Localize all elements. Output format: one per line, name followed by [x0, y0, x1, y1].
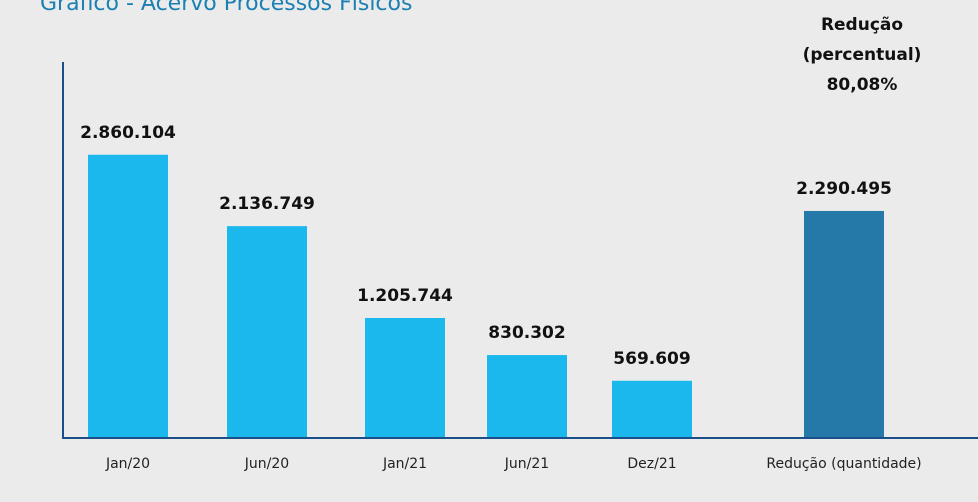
annotation: (percentual) [803, 45, 922, 65]
value-label: 2.136.749 [219, 194, 315, 214]
bar [612, 380, 692, 437]
value-label: 2.290.495 [796, 179, 892, 199]
x-tick-label: Jan/21 [382, 456, 427, 472]
annotation: 80,08% [827, 75, 898, 95]
x-tick-label: Jan/20 [105, 456, 150, 472]
value-label: 1.205.744 [357, 286, 453, 306]
value-label: 569.609 [613, 349, 690, 369]
value-label: 2.860.104 [80, 123, 176, 143]
bar [365, 318, 445, 437]
x-tick-label: Jun/21 [504, 456, 549, 472]
bar [227, 226, 307, 437]
annotation: Redução [821, 15, 903, 35]
x-tick-label: Dez/21 [627, 456, 676, 472]
bar [804, 210, 884, 437]
chart-title: Gráfico - Acervo Processos Físicos [40, 0, 412, 16]
bar [88, 154, 168, 437]
x-tick-label: Jun/20 [244, 456, 289, 472]
value-label: 830.302 [488, 323, 565, 343]
x-tick-label: Redução (quantidade) [766, 456, 921, 472]
bar [487, 355, 567, 437]
